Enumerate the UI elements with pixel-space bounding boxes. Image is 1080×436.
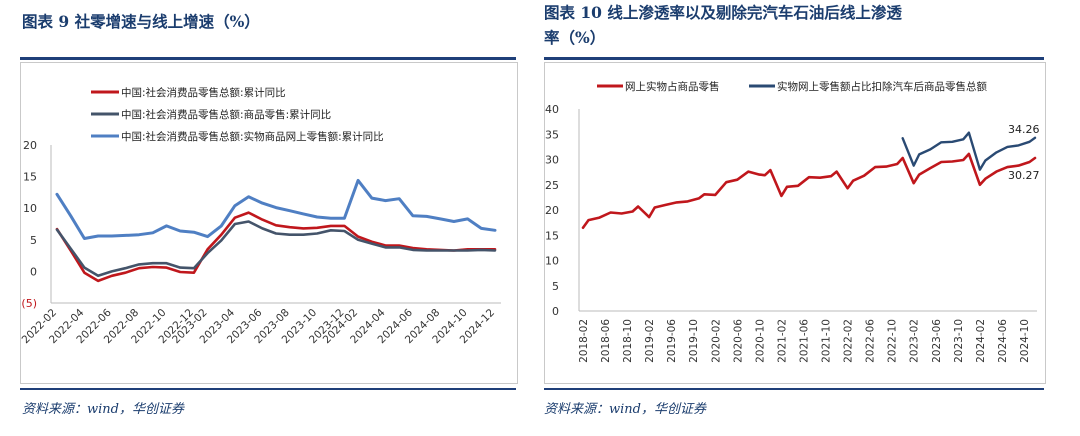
y-tick-label: 20 [545, 204, 559, 217]
y-tick-label: 25 [545, 179, 559, 192]
x-tick-label: 2019-10 [688, 319, 700, 363]
chart-left: 20151050(5)2022-022022-042022-062022-082… [20, 86, 501, 346]
y-tick-label: (5) [21, 297, 37, 310]
x-tick-label: 2019-02 [644, 319, 656, 363]
source-note: 资料来源：wind，华创证券 [22, 402, 184, 417]
chart-right: 40 35 30 25 20 15 10 5 0 2018-02 2018-06 2018-10 201… [545, 80, 1040, 363]
x-tick-label: 2023-02 [909, 319, 921, 363]
y-tick-label: 5 [30, 234, 37, 247]
x-tick-label: 2018-06 [600, 319, 612, 363]
y-tick-label: 10 [23, 202, 37, 215]
x-tick-label: 2020-10 [754, 319, 766, 363]
annotation-label: 30.27 [1008, 169, 1040, 182]
x-tick-label: 2018-02 [578, 319, 590, 363]
x-tick-label: 2019-06 [666, 319, 678, 363]
title-rule [20, 57, 516, 60]
y-tick-label: 5 [552, 280, 559, 293]
x-tick-label: 2024-02 [975, 319, 987, 363]
x-tick-label: 2022-02 [843, 319, 855, 363]
legend-label: 实物网上零售额占比扣除汽车后商品零售总额 [777, 80, 987, 93]
figure-10-title: 图表 10 线上渗透率以及剔除完汽车石油后线上渗透 率（%） [544, 0, 1044, 50]
legend-label: 中国:社会消费品零售总额:累计同比 [121, 86, 286, 99]
y-tick-label: 10 [545, 255, 559, 268]
annotation-label: 34.26 [1008, 123, 1040, 136]
y-tick-label: 0 [30, 265, 37, 278]
x-tick-label: 2022-10 [887, 319, 899, 363]
chart-frame: 40 35 30 25 20 15 10 5 0 2018-02 2018-06 2018-10 201… [544, 62, 1046, 384]
x-tick-label: 2024-06 [997, 319, 1009, 363]
bottom-rule [20, 388, 516, 390]
title-rule [544, 57, 1044, 60]
y-tick-label: 35 [545, 128, 559, 141]
x-tick-label: 2020-06 [732, 319, 744, 363]
legend-label: 中国:社会消费品零售总额:商品零售:累计同比 [121, 108, 331, 121]
left-figure: 图表 9 社零增速与线上增速（%） 20 15 10 5 0 (5) 2022-02 2022… [0, 0, 520, 436]
series-line-1 [581, 152, 1037, 229]
x-tick-label: 2020-02 [710, 319, 722, 363]
series-line-2 [55, 220, 497, 278]
y-tick-label: 20 [23, 139, 37, 152]
series-line-1 [55, 211, 497, 283]
legend-label: 中国:社会消费品零售总额:实物商品网上零售额:累计同比 [121, 130, 384, 143]
y-tick-label: 0 [552, 305, 559, 318]
x-tick-label: 2023-06 [931, 319, 943, 363]
title-line-1: 图表 10 线上渗透率以及剔除完汽车石油后线上渗透 [544, 3, 902, 22]
y-tick-label: 15 [545, 229, 559, 242]
x-tick-label: 2018-10 [622, 319, 634, 363]
figure-9-title: 图表 9 社零增速与线上增速（%） [22, 12, 260, 31]
x-tick-label: 2023-10 [953, 319, 965, 363]
source-note: 资料来源：wind，华创证券 [544, 402, 706, 417]
x-tick-label: 2021-06 [798, 319, 810, 363]
x-tick-label: 2021-10 [821, 319, 833, 363]
series-line-3 [55, 178, 497, 240]
x-tick-label: 2022-06 [865, 319, 877, 363]
chart-frame: 20 15 10 5 0 (5) 2022-02 2022-04 2022-06 2022-08 2… [20, 62, 518, 384]
title-line-2: 率（%） [544, 28, 606, 47]
bottom-rule [544, 388, 1044, 390]
x-tick-label: 2021-02 [776, 319, 788, 363]
right-figure: 图表 10 线上渗透率以及剔除完汽车石油后线上渗透 率（%） 40 35 30 25 2… [540, 0, 1080, 436]
y-tick-label: 40 [545, 103, 559, 116]
y-tick-label: 15 [23, 171, 37, 184]
y-tick-label: 30 [545, 154, 559, 167]
x-tick-label: 2024-10 [1019, 319, 1031, 363]
legend-label: 网上实物占商品零售 [625, 80, 720, 93]
series-line-2 [901, 131, 1037, 171]
